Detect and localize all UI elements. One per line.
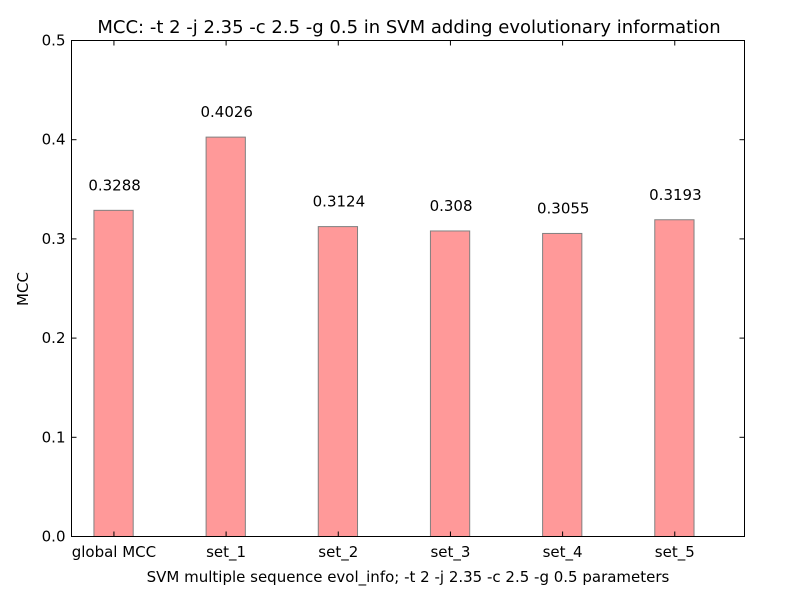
chart-title: MCC: -t 2 -j 2.35 -c 2.5 -g 0.5 in SVM a… (97, 17, 720, 38)
x-tick-label-2: set_2 (318, 543, 358, 562)
x-tick-label-3: set_3 (430, 543, 470, 562)
y-tick-label-0: 0.0 (42, 528, 66, 546)
data-label-2: 0.3124 (313, 193, 366, 211)
bars-layer (93, 136, 695, 538)
y-tick-label-3: 0.3 (42, 230, 66, 248)
plot-frame (71, 40, 745, 537)
y-tick-label-5: 0.5 (42, 32, 66, 50)
data-label-5: 0.3193 (649, 186, 702, 204)
data-label-4: 0.3055 (537, 199, 590, 217)
bar-set_2 (317, 226, 359, 537)
axis-ticks-layer: global MCC set_1 set_2 set_3 set_4 set_5 0.0 0.… (42, 32, 745, 562)
bar-set_1 (205, 136, 246, 538)
data-labels-layer: 0.3288 0.4026 0.3124 0.308 0.3055 0.3193 (88, 103, 701, 217)
x-tick-label-5: set_5 (655, 543, 695, 562)
bar-set_4 (542, 232, 583, 537)
data-label-1: 0.4026 (200, 103, 253, 121)
data-label-3: 0.308 (430, 197, 473, 215)
x-axis-label: SVM multiple sequence evol_info; -t 2 -j… (147, 568, 670, 587)
y-tick-label-1: 0.1 (42, 428, 66, 446)
y-axis-label: MCC (14, 272, 32, 306)
x-tick-label-0: global MCC (72, 543, 156, 561)
x-tick-label-1: set_1 (206, 543, 246, 562)
bar-global-mcc (93, 209, 134, 537)
bar-set_3 (429, 230, 471, 538)
y-tick-label-4: 0.4 (42, 131, 66, 149)
y-tick-label-2: 0.2 (42, 329, 66, 347)
data-label-0: 0.3288 (88, 176, 141, 194)
x-tick-label-4: set_4 (543, 543, 583, 562)
bar-set_5 (654, 219, 695, 537)
